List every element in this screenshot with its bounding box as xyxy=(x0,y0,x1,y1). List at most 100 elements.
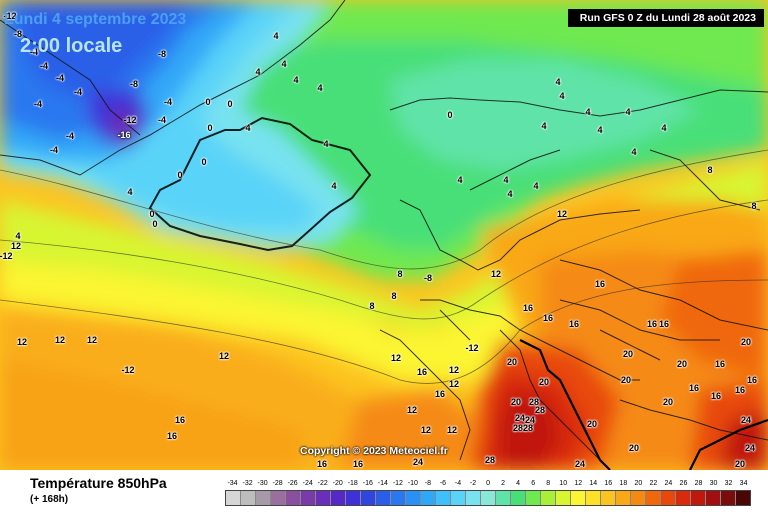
legend-swatch xyxy=(721,491,736,505)
legend-swatch xyxy=(226,491,241,505)
legend-labels: -34 -32 -30 -28 -26 -24 -22 -20 -18 -16 -14 -12 -10-… xyxy=(225,478,751,490)
isotherm-label: 20 xyxy=(510,397,522,407)
legend-swatch xyxy=(496,491,511,505)
isotherm-label: 16 xyxy=(542,313,554,323)
isotherm-label: 16 xyxy=(746,375,758,385)
legend-label: 22 xyxy=(649,480,658,487)
legend-label: 14 xyxy=(589,480,598,487)
isotherm-label: 20 xyxy=(662,397,674,407)
isotherm-label: 0 xyxy=(201,157,207,167)
isotherm-label: 0 xyxy=(207,123,213,133)
isotherm-label: 4 xyxy=(555,77,561,87)
legend-label: 24 xyxy=(664,480,673,487)
isotherm-label: -12 xyxy=(121,365,135,375)
isotherm-label: 20 xyxy=(734,459,746,469)
legend-swatch xyxy=(586,491,601,505)
isotherm-label: 24 xyxy=(740,415,752,425)
isotherm-label: 16 xyxy=(710,391,722,401)
isotherm-label: 24 xyxy=(514,413,526,423)
color-scale-legend: -34 -32 -30 -28 -26 -24 -22 -20 -18 -16 -14 -12 -10-… xyxy=(225,478,751,508)
isotherm-label: 24 xyxy=(574,459,586,469)
legend-swatch xyxy=(616,491,631,505)
forecast-step: (+ 168h) xyxy=(30,494,69,505)
legend-label: 16 xyxy=(604,480,613,487)
isotherm-label: 20 xyxy=(620,375,632,385)
isotherm-label: 24 xyxy=(524,415,536,425)
legend-label: -24 xyxy=(302,480,313,487)
legend-swatch xyxy=(676,491,691,505)
isotherm-label: 4 xyxy=(597,125,603,135)
isotherm-label: 16 xyxy=(352,459,364,469)
isotherm-label: 20 xyxy=(676,359,688,369)
isotherm-label: 28 xyxy=(528,397,540,407)
isotherm-label: 12 xyxy=(420,425,432,435)
isotherm-label: 0 xyxy=(447,110,453,120)
legend-label: -14 xyxy=(377,480,388,487)
isotherm-label: 16 xyxy=(316,459,328,469)
isotherm-label: 28 xyxy=(512,423,524,433)
isotherm-label: 24 xyxy=(412,457,424,467)
isotherm-label: 4 xyxy=(293,75,299,85)
legend-label: 10 xyxy=(559,480,568,487)
legend-swatch xyxy=(706,491,721,505)
isotherm-label: 4 xyxy=(255,67,261,77)
legend-swatch xyxy=(436,491,451,505)
isotherm-label: 16 xyxy=(568,319,580,329)
isotherm-label: 12 xyxy=(448,379,460,389)
isotherm-label: 0 xyxy=(149,209,155,219)
isotherm-label: -12 xyxy=(123,115,137,125)
isotherm-label: 28 xyxy=(522,423,534,433)
isotherm-label: 4 xyxy=(273,31,279,41)
isotherm-label: 4 xyxy=(533,181,539,191)
isotherm-label: 12 xyxy=(16,337,28,347)
isotherm-label: -4 xyxy=(29,47,39,57)
legend-swatch xyxy=(631,491,646,505)
isotherm-label: 4 xyxy=(331,181,337,191)
isotherm-label: 20 xyxy=(740,337,752,347)
isotherm-label: 0 xyxy=(205,97,211,107)
legend-label: 2 xyxy=(501,480,506,487)
legend-label: -32 xyxy=(242,480,253,487)
isotherm-label: 4 xyxy=(245,123,251,133)
legend-swatch xyxy=(241,491,256,505)
isotherm-label: -8 xyxy=(423,273,433,283)
legend-label: 12 xyxy=(574,480,583,487)
isotherm-label: 4 xyxy=(503,175,509,185)
isotherm-label: -4 xyxy=(55,73,65,83)
legend-swatch xyxy=(661,491,676,505)
isotherm-label: 4 xyxy=(15,231,21,241)
legend-label: -10 xyxy=(407,480,418,487)
legend-swatch xyxy=(466,491,481,505)
legend-label: 30 xyxy=(709,480,718,487)
isotherm-label: 16 xyxy=(166,431,178,441)
legend-swatch xyxy=(346,491,361,505)
legend-swatch xyxy=(481,491,496,505)
isotherm-label: 16 xyxy=(734,385,746,395)
legend-label: 0 xyxy=(486,480,490,487)
legend-label: 34 xyxy=(739,480,748,487)
isotherm-label: 12 xyxy=(86,335,98,345)
isotherm-label: -12 xyxy=(0,251,13,261)
legend-swatch xyxy=(286,491,301,505)
copyright-notice: Copyright © 2023 Meteociel.fr xyxy=(300,445,448,457)
legend-swatch xyxy=(271,491,286,505)
isotherm-label: 12 xyxy=(218,351,230,361)
isotherm-label: 16 xyxy=(688,383,700,393)
isotherm-label: 28 xyxy=(534,405,546,415)
isotherm-label: 12 xyxy=(446,425,458,435)
legend-label: 18 xyxy=(619,480,628,487)
legend-swatch xyxy=(526,491,541,505)
isotherm-label: 4 xyxy=(625,107,631,117)
isotherm-label: 4 xyxy=(317,83,323,93)
legend-swatch xyxy=(736,491,750,505)
isotherm-label: 8 xyxy=(397,269,403,279)
isotherm-label: 4 xyxy=(631,147,637,157)
legend-label: 8 xyxy=(546,480,551,487)
legend-swatch xyxy=(421,491,436,505)
isotherm-label: 16 xyxy=(434,389,446,399)
isotherm-label: 8 xyxy=(391,291,397,301)
isotherm-label: 16 xyxy=(714,359,726,369)
isotherm-label: 20 xyxy=(622,349,634,359)
isotherm-label: 16 xyxy=(594,279,606,289)
isotherm-label: 16 xyxy=(174,415,186,425)
